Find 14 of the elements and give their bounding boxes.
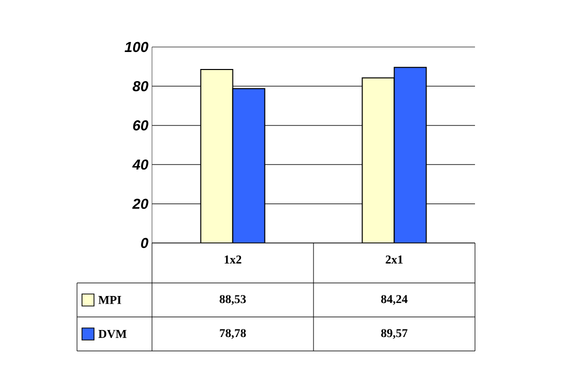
- y-tick-label: 20: [132, 198, 148, 209]
- y-tick-label: 0: [141, 238, 148, 248]
- y-tick-label: 60: [133, 120, 148, 130]
- data-label: 89,57: [381, 329, 408, 339]
- x-tick-label: 1x2: [224, 256, 242, 264]
- y-tick-label: 100: [124, 42, 148, 52]
- data-label: 88,53: [220, 295, 246, 305]
- data-label: 78,78: [220, 329, 246, 339]
- x-tick-label: 2x1: [386, 256, 403, 264]
- y-tick-label: 80: [132, 81, 148, 92]
- y-tick-label: 40: [132, 159, 148, 170]
- legend-label: DVM: [98, 330, 127, 338]
- legend-label: MPI: [98, 296, 122, 304]
- data-label: 84,24: [381, 295, 408, 305]
